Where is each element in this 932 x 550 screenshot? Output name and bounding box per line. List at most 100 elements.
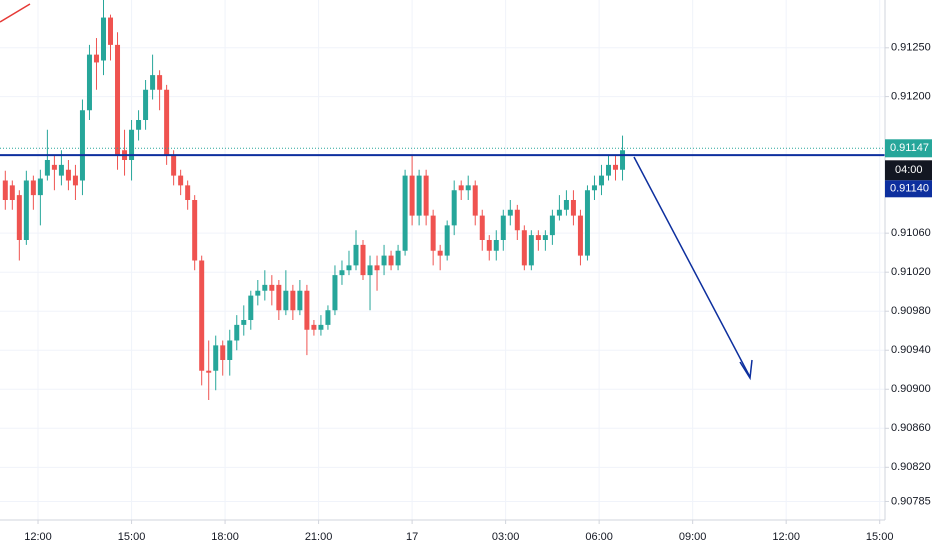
candle-body [542, 235, 548, 240]
candle-body [86, 54, 92, 111]
candle-body [360, 244, 366, 276]
candle-body [304, 290, 310, 330]
y-tick-label: 0.91250 [891, 42, 931, 54]
candle-body [444, 225, 450, 256]
candle-body [451, 190, 457, 226]
candle-body [290, 290, 296, 311]
candle-body [227, 340, 233, 360]
x-tick-label: 18:00 [211, 531, 239, 543]
candle-body [30, 180, 36, 196]
candle-body [262, 284, 268, 291]
y-tick-label: 0.91060 [891, 227, 931, 239]
candle-body [521, 230, 527, 266]
x-tick-label: 15:00 [866, 531, 894, 543]
candle-body [206, 370, 212, 373]
candle-body [164, 89, 170, 156]
arrow-drawing [633, 156, 753, 381]
candle-body [374, 265, 380, 271]
candle-body [570, 200, 576, 216]
candle-body [171, 155, 177, 176]
candle-body [381, 255, 387, 266]
candle-body [16, 195, 22, 240]
candle-body [178, 175, 184, 186]
candle-body [37, 178, 43, 196]
candle-body [598, 175, 604, 186]
candle-body [276, 284, 282, 311]
candle-body [620, 150, 626, 170]
candle-body [51, 164, 57, 170]
candle-body [9, 185, 15, 200]
candle-body [192, 200, 198, 261]
candle-body [535, 235, 541, 240]
candle-body [108, 17, 114, 45]
candle-body [150, 75, 156, 90]
candle-body [339, 270, 345, 276]
trend-line [0, 3, 31, 23]
x-tick-label: 12:00 [24, 531, 52, 543]
countdown-box [885, 160, 932, 181]
candle-body [556, 209, 562, 216]
candle-body [213, 345, 219, 371]
candle-body [493, 240, 499, 251]
y-tick-label: 0.91020 [891, 266, 931, 278]
candle-body [199, 260, 205, 371]
candle-body [44, 160, 50, 176]
y-tick-label: 0.90860 [891, 422, 931, 434]
candle-body [437, 250, 443, 256]
last-price-label: 0.91147 [890, 142, 929, 154]
candle-body [332, 275, 338, 311]
candle-body [472, 185, 478, 216]
y-tick-label: 0.90820 [891, 461, 931, 473]
candle-body [72, 175, 78, 186]
x-tick-label: 09:00 [679, 531, 707, 543]
candle-body [486, 240, 492, 251]
y-tick-label: 0.90980 [891, 305, 931, 317]
candle-body [416, 175, 422, 216]
candle-body [325, 310, 331, 325]
x-tick-label: 15:00 [118, 531, 146, 543]
countdown-label: 04:00 [895, 164, 923, 176]
candle-body [283, 290, 289, 311]
candle-body [584, 190, 590, 256]
y-tick-label: 0.90785 [891, 495, 931, 507]
candle-body [100, 17, 106, 61]
candle-body [346, 265, 352, 271]
candle-body [549, 215, 555, 236]
candle-body [507, 209, 513, 216]
candle-body [241, 320, 247, 325]
candle-body [318, 324, 324, 330]
candle-body [23, 180, 29, 240]
candle-body [115, 44, 121, 156]
candle-body [591, 185, 597, 191]
candle-body [269, 284, 275, 291]
y-tick-label: 0.91200 [891, 90, 931, 102]
candle-body [185, 185, 191, 200]
plot [0, 0, 885, 400]
candle-body [353, 244, 359, 266]
axes: 0.91250 0.91200 0.91060 0.91020 0.90980 0.909… [24, 42, 932, 543]
candle-body [514, 209, 520, 231]
candle-body [143, 89, 149, 120]
candle-body [58, 164, 64, 176]
candle-body [220, 345, 226, 360]
candle-body [528, 235, 534, 266]
candle-body [129, 129, 135, 160]
candle-body [479, 215, 485, 240]
candle-body [367, 265, 373, 276]
candle-body [311, 324, 317, 330]
x-tick-label: 12:00 [772, 531, 800, 543]
x-tick-label: 17 [406, 531, 418, 543]
candle-body [2, 180, 8, 200]
grid [0, 0, 885, 520]
candle-body [65, 169, 71, 181]
x-tick-label: 03:00 [492, 531, 520, 543]
candle-body [157, 75, 163, 90]
candle-body [402, 175, 408, 251]
candle-body [255, 290, 261, 296]
candle-body [605, 164, 611, 176]
candle-body [577, 215, 583, 256]
candle-body [423, 175, 429, 216]
x-tick-label: 21:00 [305, 531, 333, 543]
